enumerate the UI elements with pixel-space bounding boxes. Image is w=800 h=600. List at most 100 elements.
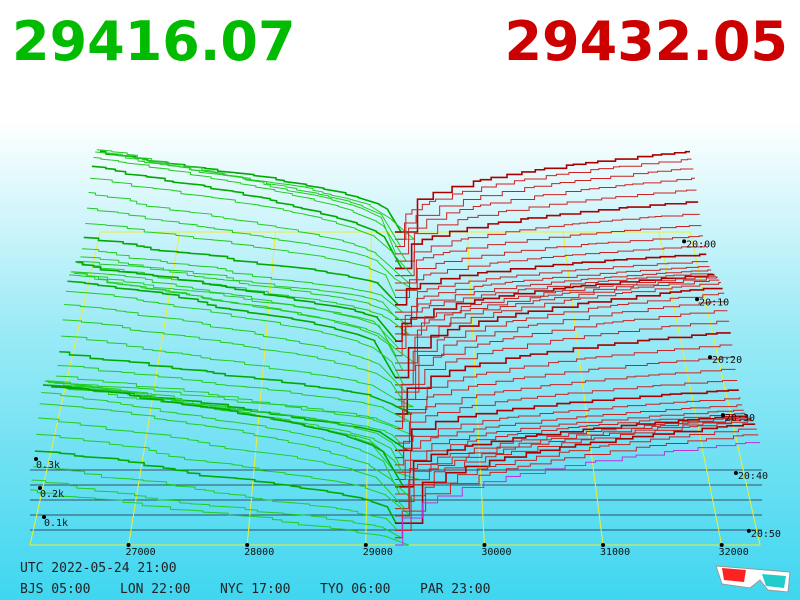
bid-depth-line: [90, 177, 414, 277]
ask-depth-line: [395, 380, 738, 444]
tick-dot: [746, 528, 751, 533]
ask-depth-line: [395, 416, 751, 502]
ask-depth-line: [395, 332, 731, 415]
city-time: BJS 05:00: [20, 582, 90, 597]
bid-depth-line: [96, 149, 402, 248]
tick-dot: [719, 543, 724, 547]
ask-depth-line: [395, 301, 726, 393]
ask-depth-line: [395, 420, 754, 517]
tick-dot: [34, 457, 38, 461]
ask-depth-line: [395, 261, 708, 313]
bid-depth-line: [56, 375, 402, 430]
city-time: PAR 23:00: [420, 582, 490, 597]
bid-depth-line: [34, 450, 398, 524]
price-grid-line: [365, 231, 372, 546]
ask-depth-line: [395, 276, 718, 357]
ask-depth-line: [395, 292, 725, 386]
tick-dot: [695, 297, 700, 302]
ask-depth-line: [395, 368, 736, 437]
price-tick-label: 32000: [719, 547, 749, 558]
ask-depth-line: [395, 245, 706, 299]
ask-depth-line: [395, 310, 728, 400]
tick-dot: [720, 413, 725, 418]
ask-depth-line: [395, 320, 730, 408]
bid-depth-line: [39, 403, 416, 502]
bid-depth-line: [88, 192, 411, 284]
ask-depth-line: [395, 442, 760, 546]
tick-dot: [482, 543, 487, 547]
bid-depth-line: [83, 236, 401, 306]
city-time: TYO 06:00: [320, 582, 390, 597]
bid-depth-line: [69, 274, 404, 371]
ask-depth-line: [395, 423, 756, 524]
time-tick-label: 20:10: [699, 297, 729, 308]
bid-depth-line: [41, 391, 401, 495]
time-tick-label: 20:50: [751, 529, 781, 540]
ask-depth-line: [395, 189, 697, 262]
bid-depth-line: [78, 260, 412, 328]
tick-dot: [733, 471, 738, 476]
bid-depth-line: [54, 382, 415, 437]
bid-depth-line: [67, 280, 397, 379]
bid-depth-line: [75, 260, 399, 342]
bid-depth-line: [98, 149, 416, 240]
bid-price: 29416.07: [12, 10, 296, 73]
bid-depth-line: [57, 364, 410, 422]
price-tick-label: 28000: [244, 547, 274, 558]
bid-depth-line: [95, 151, 397, 255]
ask-depth-line: [395, 287, 723, 379]
ask-depth-line: [395, 344, 733, 422]
ask-depth-line: [395, 158, 692, 240]
ask-depth-line: [395, 168, 694, 248]
bid-depth-line: [29, 489, 409, 546]
ask-depth-line: [395, 409, 744, 473]
ask-depth-line: [395, 412, 746, 480]
volume-tick-label: 0.3k: [36, 460, 60, 471]
bid-depth-line: [91, 165, 403, 270]
ask-depth-line: [395, 416, 749, 495]
ask-depth-line: [395, 273, 715, 342]
ask-depth-line: [395, 177, 695, 255]
ask-depth-line: [395, 266, 710, 320]
tick-dot: [682, 239, 687, 244]
bid-depth-line: [42, 384, 405, 488]
price-grid-line: [466, 231, 485, 546]
price-tick-label: 29000: [363, 547, 393, 558]
ask-depth-line: [395, 389, 739, 452]
tick-dot: [708, 355, 712, 360]
tick-dot: [38, 486, 42, 490]
tick-dot: [363, 543, 368, 547]
bid-depth-line: [36, 433, 413, 517]
ask-depth-line: [395, 397, 741, 459]
bid-depth-line: [85, 223, 397, 299]
volume-tick-label: 0.1k: [44, 518, 68, 529]
ask-depth-line: [395, 418, 752, 510]
ask-depth-line: [395, 414, 747, 488]
ask-depth-line: [395, 150, 690, 233]
bid-depth-line: [59, 350, 413, 415]
city-time: LON 22:00: [120, 582, 190, 597]
price-grid-line: [562, 231, 604, 546]
bid-depth-line: [60, 335, 414, 408]
volume-tick-label: 0.2k: [40, 489, 64, 500]
ask-depth-line: [395, 273, 713, 335]
bid-depth-line: [93, 156, 408, 262]
tick-dot: [601, 543, 606, 547]
bid-depth-line: [86, 207, 417, 291]
price-tick-label: 31000: [600, 547, 630, 558]
ask-depth-line: [395, 213, 700, 277]
ask-depth-line: [395, 253, 707, 306]
time-tick-label: 20:30: [725, 413, 755, 424]
bid-depth-line: [31, 479, 402, 539]
ask-depth-line: [395, 275, 717, 349]
price-tick-label: 30000: [481, 547, 511, 558]
ask-depth-line: [395, 428, 757, 531]
ask-depth-line: [395, 434, 759, 539]
ask-depth-line: [395, 404, 743, 466]
glasses-icon: [715, 565, 791, 593]
axis-labels: 27000 28000 29000 30000 31000 32000 20:00 20:10…: [20, 239, 781, 597]
ask-depth-line: [395, 201, 699, 270]
